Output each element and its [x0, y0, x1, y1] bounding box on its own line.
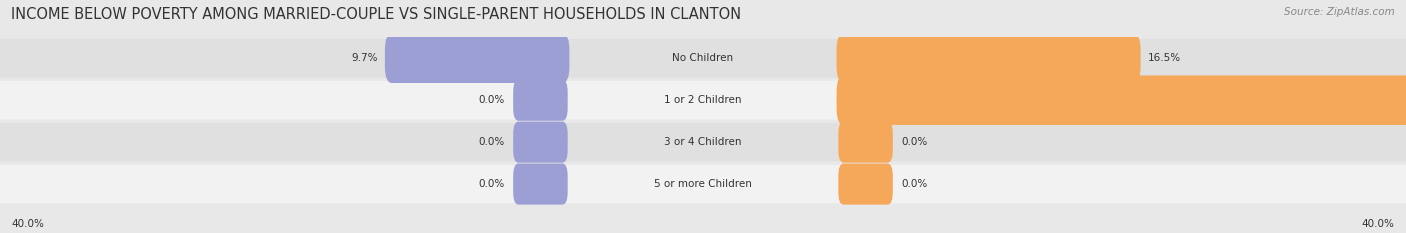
Text: No Children: No Children	[672, 53, 734, 63]
Text: INCOME BELOW POVERTY AMONG MARRIED-COUPLE VS SINGLE-PARENT HOUSEHOLDS IN CLANTON: INCOME BELOW POVERTY AMONG MARRIED-COUPL…	[11, 7, 741, 22]
Text: 16.5%: 16.5%	[1147, 53, 1181, 63]
Text: 0.0%: 0.0%	[901, 137, 928, 147]
FancyBboxPatch shape	[837, 75, 1406, 125]
Text: 0.0%: 0.0%	[901, 179, 928, 189]
FancyBboxPatch shape	[513, 122, 568, 163]
Text: 3 or 4 Children: 3 or 4 Children	[664, 137, 742, 147]
Text: Source: ZipAtlas.com: Source: ZipAtlas.com	[1284, 7, 1395, 17]
Text: 1 or 2 Children: 1 or 2 Children	[664, 95, 742, 105]
Text: 5 or more Children: 5 or more Children	[654, 179, 752, 189]
Text: 40.0%: 40.0%	[1362, 219, 1395, 229]
FancyBboxPatch shape	[513, 80, 568, 121]
FancyBboxPatch shape	[838, 164, 893, 205]
FancyBboxPatch shape	[0, 39, 1406, 78]
Text: 0.0%: 0.0%	[478, 95, 505, 105]
FancyBboxPatch shape	[385, 34, 569, 83]
FancyBboxPatch shape	[513, 164, 568, 205]
Text: 0.0%: 0.0%	[478, 137, 505, 147]
FancyBboxPatch shape	[0, 165, 1406, 203]
FancyBboxPatch shape	[0, 123, 1406, 161]
Text: 40.0%: 40.0%	[11, 219, 44, 229]
Text: 0.0%: 0.0%	[478, 179, 505, 189]
Text: 9.7%: 9.7%	[352, 53, 378, 63]
FancyBboxPatch shape	[0, 81, 1406, 120]
FancyBboxPatch shape	[837, 34, 1140, 83]
FancyBboxPatch shape	[838, 122, 893, 163]
